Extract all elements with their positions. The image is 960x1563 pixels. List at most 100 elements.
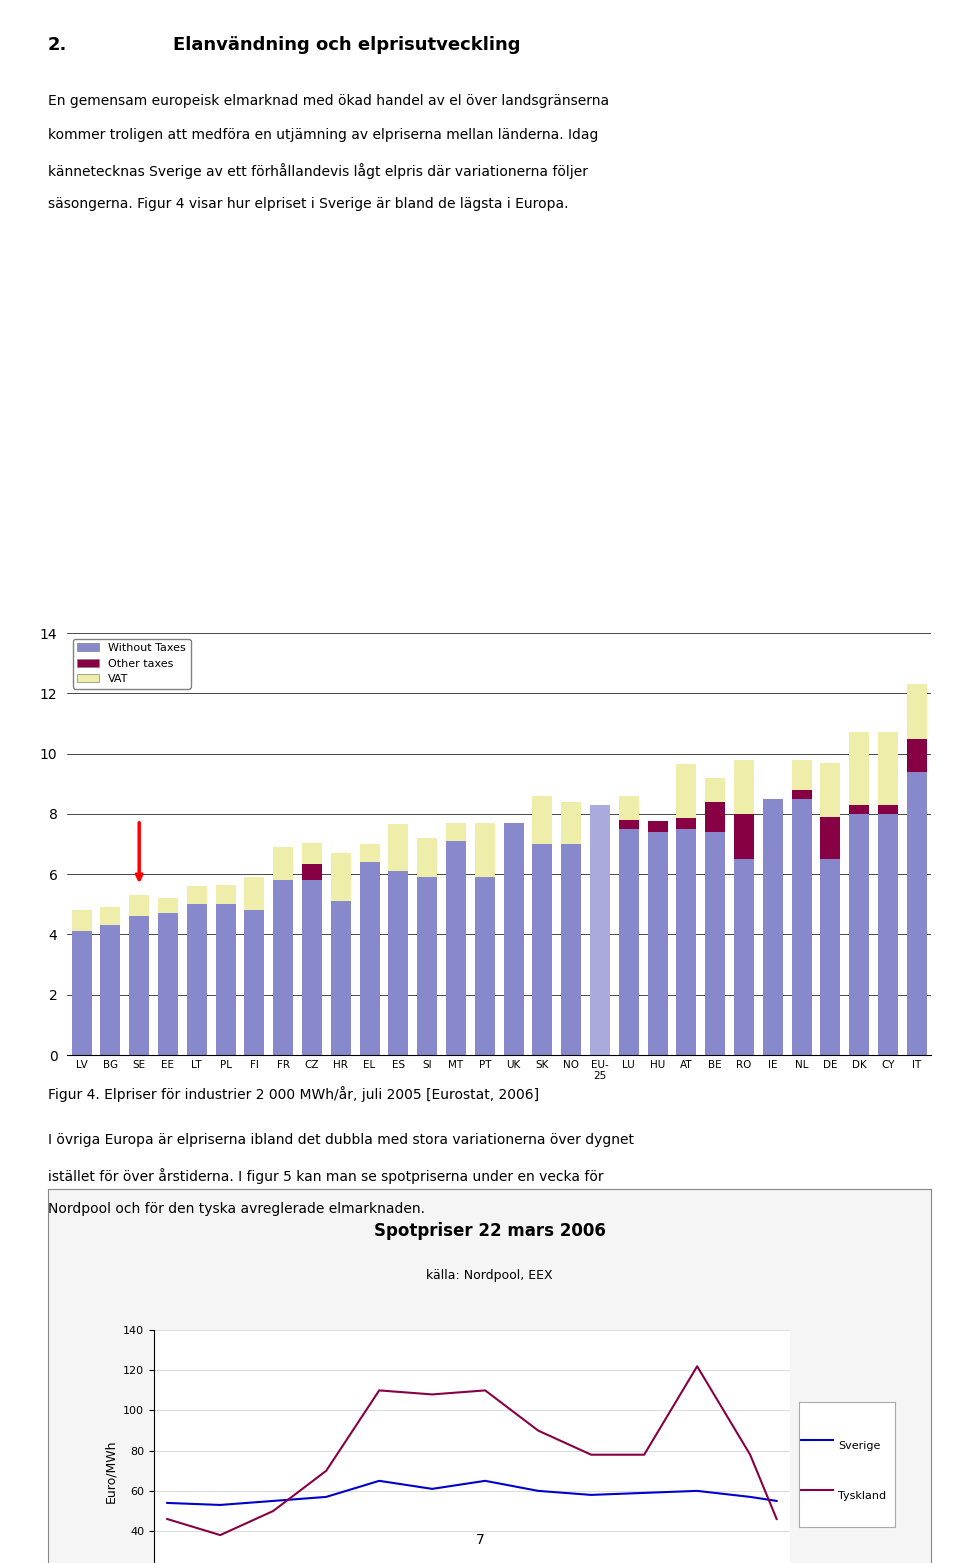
Tyskland [426, 1385, 438, 1404]
Bar [877, 733, 898, 805]
Text: Sverige: Sverige [838, 1441, 880, 1450]
Bar [906, 772, 926, 1055]
Bar [474, 877, 494, 1055]
Text: Nordpool och för den tyska avreglerade elmarknaden.: Nordpool och för den tyska avreglerade e… [48, 1202, 425, 1216]
Bar [157, 913, 178, 1055]
Text: kommer troligen att medföra en utjämning av elpriserna mellan länderna. Idag: kommer troligen att medföra en utjämning… [48, 128, 598, 142]
Sverige [479, 1471, 491, 1490]
Tyskland [268, 1502, 279, 1521]
Bar [157, 899, 178, 913]
Bar [244, 877, 265, 910]
Bar [705, 832, 725, 1055]
Sverige [373, 1471, 385, 1490]
Bar [733, 814, 754, 860]
Bar [388, 871, 408, 1055]
Sverige [214, 1496, 226, 1515]
Bar [705, 802, 725, 832]
Sverige [771, 1491, 782, 1510]
Bar [791, 799, 811, 1055]
Text: I övriga Europa är elpriserna ibland det dubbla med stora variationerna över dyg: I övriga Europa är elpriserna ibland det… [48, 1133, 634, 1147]
Bar [417, 838, 437, 877]
Sverige [161, 1494, 173, 1513]
Bar [71, 932, 91, 1055]
Line: Sverige: Sverige [167, 1480, 777, 1505]
Bar [820, 817, 840, 860]
Bar [676, 828, 696, 1055]
Sverige [426, 1480, 438, 1499]
Tyskland [586, 1446, 597, 1465]
Bar [849, 805, 869, 814]
Text: istället för över årstiderna. I figur 5 kan man se spotpriserna under en vecka f: istället för över årstiderna. I figur 5 … [48, 1168, 604, 1183]
Tyskland [214, 1525, 226, 1544]
Bar [129, 916, 150, 1055]
Bar [474, 824, 494, 877]
Sverige [533, 1482, 544, 1500]
Text: säsongerna. Figur 4 visar hur elpriset i Sverige är bland de lägsta i Europa.: säsongerna. Figur 4 visar hur elpriset i… [48, 197, 568, 211]
Bar [849, 814, 869, 1055]
Tyskland [161, 1510, 173, 1529]
Sverige [691, 1482, 703, 1500]
Bar [129, 896, 150, 916]
Legend: Without Taxes, Other taxes, VAT: Without Taxes, Other taxes, VAT [73, 639, 190, 689]
Text: En gemensam europeisk elmarknad med ökad handel av el över landsgränserna: En gemensam europeisk elmarknad med ökad… [48, 94, 610, 108]
Tyskland [691, 1357, 703, 1375]
Tyskland [373, 1382, 385, 1400]
Bar [561, 844, 581, 1055]
Bar [676, 819, 696, 828]
Bar [561, 802, 581, 844]
Bar [676, 764, 696, 819]
Bar [388, 824, 408, 871]
Tyskland [479, 1382, 491, 1400]
Line: Tyskland: Tyskland [167, 1366, 777, 1535]
Bar [71, 910, 91, 932]
Bar [618, 796, 638, 821]
Bar [647, 832, 667, 1055]
Bar [906, 739, 926, 772]
Bar [849, 733, 869, 805]
Text: 7: 7 [475, 1533, 485, 1547]
Bar [647, 822, 667, 832]
Bar [445, 824, 466, 841]
Bar [330, 853, 350, 902]
Bar [244, 910, 265, 1055]
Tyskland [771, 1510, 782, 1529]
Sverige [638, 1483, 650, 1502]
Bar [618, 828, 638, 1055]
Bar [877, 805, 898, 814]
Bar [359, 844, 379, 863]
Sverige [586, 1485, 597, 1504]
Text: Spotpriser 22 mars 2006: Spotpriser 22 mars 2006 [373, 1222, 606, 1241]
Tyskland [321, 1461, 332, 1480]
Sverige [321, 1488, 332, 1507]
Bar [532, 844, 553, 1055]
Bar [589, 805, 611, 892]
Bar [301, 864, 322, 880]
Bar [791, 789, 811, 799]
Tyskland [533, 1421, 544, 1440]
Bar [503, 824, 524, 1055]
Tyskland [638, 1446, 650, 1465]
Text: Tyskland: Tyskland [838, 1491, 886, 1500]
Bar [186, 905, 206, 1055]
Bar [820, 763, 840, 817]
Text: 2.: 2. [48, 36, 67, 55]
Bar [791, 760, 811, 789]
Tyskland [744, 1446, 756, 1465]
Bar [301, 880, 322, 1055]
Sverige [744, 1488, 756, 1507]
Text: kännetecknas Sverige av ett förhållandevis lågt elpris där variationerna följer: kännetecknas Sverige av ett förhållandev… [48, 163, 588, 178]
Bar [273, 847, 294, 880]
Sverige [268, 1491, 279, 1510]
Bar [877, 814, 898, 1055]
Bar [417, 877, 437, 1055]
Bar [186, 886, 206, 905]
Bar [705, 778, 725, 802]
Bar [762, 799, 782, 1055]
Bar [733, 860, 754, 1055]
Bar [618, 821, 638, 828]
Bar [301, 842, 322, 864]
Text: källa: Nordpool, EEX: källa: Nordpool, EEX [426, 1269, 553, 1282]
Bar [733, 760, 754, 814]
Bar [100, 925, 121, 1055]
Bar [820, 860, 840, 1055]
